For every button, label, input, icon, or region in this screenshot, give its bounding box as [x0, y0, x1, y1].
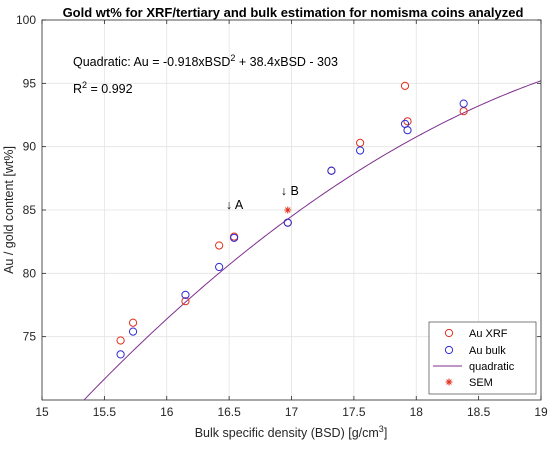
- equation-superscript: 2: [230, 53, 235, 63]
- r2-prefix: R: [73, 82, 82, 96]
- x-tick-label: 18.5: [467, 405, 491, 419]
- grid: [42, 20, 541, 400]
- x-axis-label-superscript: 3: [379, 424, 384, 434]
- point-au-bulk: [181, 290, 190, 299]
- asterisk-stroke: [446, 379, 452, 385]
- chart-title: Gold wt% for XRF/tertiary and bulk estim…: [63, 5, 524, 20]
- x-axis-label-end: ]: [384, 426, 387, 440]
- x-tick-label: 15: [35, 405, 49, 419]
- point-au-xrf: [181, 297, 190, 306]
- y-tick-label: 75: [23, 330, 37, 344]
- point-au-bulk: [459, 99, 468, 108]
- y-tick-label: 80: [23, 266, 37, 280]
- legend-label-quadratic: quadratic: [469, 361, 515, 373]
- legend-label-sem: SEM: [469, 377, 493, 389]
- annotation-label: ↓ A: [226, 198, 244, 212]
- y-tick-label: 95: [23, 76, 37, 90]
- point-au-bulk: [230, 233, 239, 242]
- axis-ticks: 15 15.5 16 16.5 17 17.5 18 18.5 19 75 80 85 90 95 100: [16, 13, 548, 419]
- x-tick-label: 19: [534, 405, 548, 419]
- point-au-bulk: [283, 218, 292, 227]
- r-squared-annotation: R2 = 0.992: [73, 80, 133, 96]
- x-tick-label: 17.5: [342, 405, 366, 419]
- equation-annotation: Quadratic: Au = -0.918xBSD2 + 38.4xBSD -…: [73, 53, 338, 69]
- legend-marker-au-bulk: [444, 345, 454, 355]
- legend-label-au-bulk: Au bulk: [469, 345, 506, 357]
- point-au-bulk: [327, 166, 336, 175]
- x-tick-label: 15.5: [93, 405, 117, 419]
- point-au-bulk: [215, 262, 224, 272]
- legend-marker-sem: [445, 378, 453, 386]
- point-au-xrf: [403, 117, 412, 126]
- x-axis-label: Bulk specific density (BSD) [g/cm3]: [195, 424, 388, 440]
- r2-superscript: 2: [82, 80, 87, 90]
- r2-suffix: = 0.992: [87, 82, 133, 96]
- point-annotations: ↓ A ↓ B: [226, 184, 299, 212]
- point-au-bulk: [356, 146, 365, 155]
- point-au-xrf: [215, 241, 224, 250]
- point-au-bulk: [403, 126, 412, 135]
- point-au-xrf: [400, 81, 410, 90]
- equation-suffix: + 38.4xBSD - 303: [235, 55, 338, 69]
- point-au-bulk: [128, 327, 138, 336]
- equation-prefix: Quadratic: Au = -0.918xBSD: [73, 55, 230, 69]
- x-axis-label-text: Bulk specific density (BSD) [g/cm: [195, 426, 379, 440]
- y-axis-label: Au / gold content [wt%]: [2, 146, 16, 274]
- fit-layer: [84, 80, 542, 400]
- fit-curve-quadratic: [84, 80, 542, 400]
- legend: Au XRF Au bulk quadratic SEM: [428, 321, 537, 395]
- x-tick-label: 16.5: [217, 405, 241, 419]
- x-tick-label: 17: [285, 405, 299, 419]
- point-au-bulk: [116, 350, 125, 359]
- point-sem: [284, 206, 292, 214]
- data-points: [116, 81, 468, 359]
- y-tick-label: 90: [23, 140, 37, 154]
- y-tick-label: 85: [23, 203, 37, 217]
- x-tick-label: 16: [160, 405, 174, 419]
- x-tick-label: 18: [410, 405, 424, 419]
- annotation-label: ↓ B: [281, 184, 299, 198]
- asterisk-stroke: [284, 207, 291, 213]
- point-au-xrf: [116, 336, 125, 345]
- point-au-xrf: [128, 318, 138, 327]
- legend-marker-au-xrf: [444, 328, 454, 338]
- y-tick-label: 100: [16, 13, 36, 27]
- legend-label-au-xrf: Au XRF: [469, 328, 508, 340]
